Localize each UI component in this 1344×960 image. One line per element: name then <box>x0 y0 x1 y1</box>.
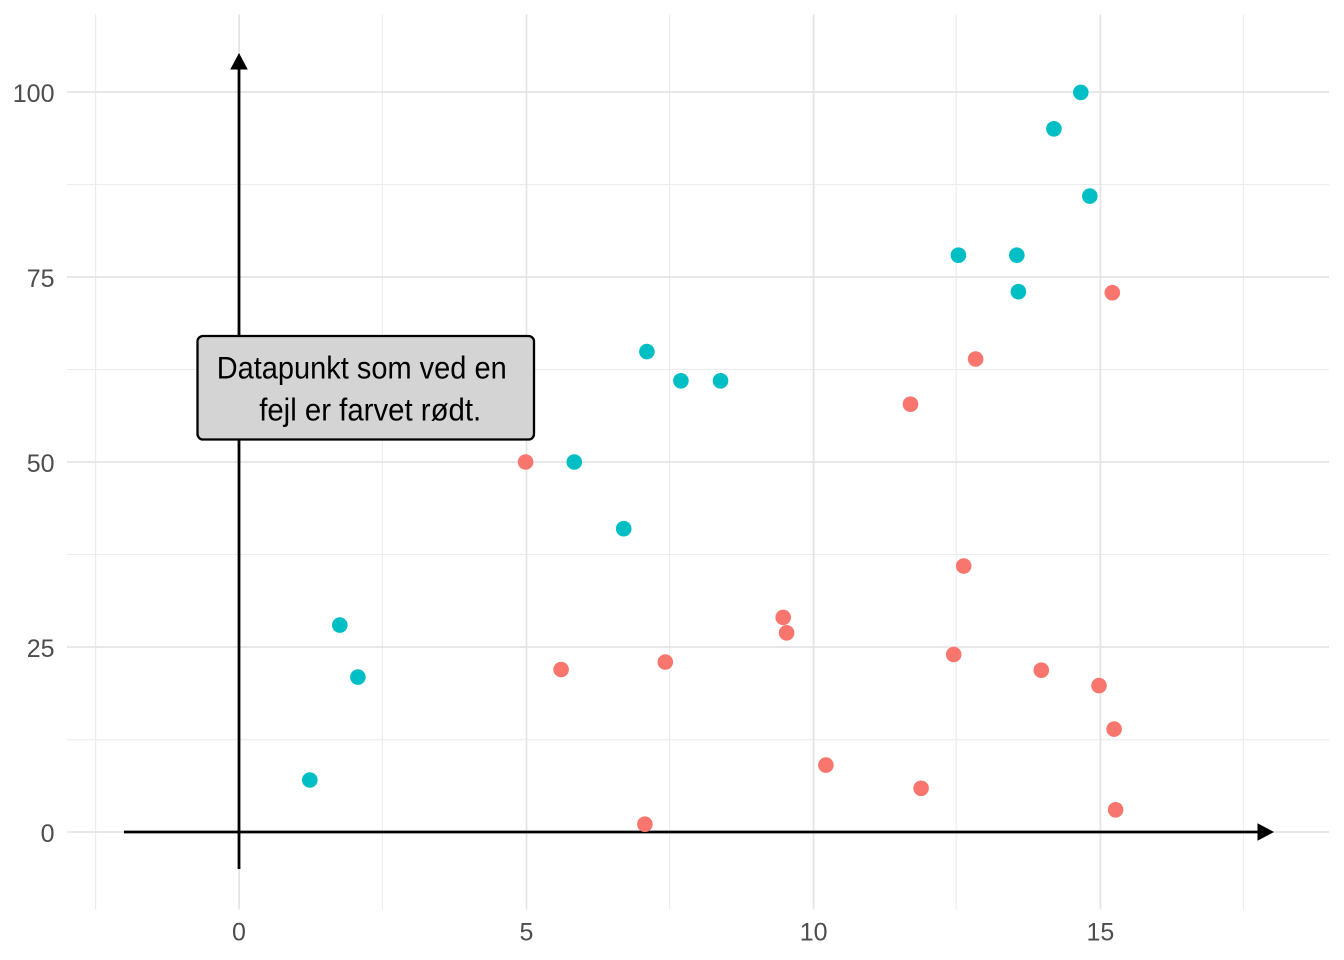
svg-text:15: 15 <box>1086 919 1114 947</box>
svg-text:5: 5 <box>520 919 534 947</box>
svg-text:25: 25 <box>27 635 55 663</box>
svg-text:0: 0 <box>41 820 55 848</box>
svg-text:100: 100 <box>13 80 55 108</box>
svg-text:0: 0 <box>232 919 246 947</box>
svg-text:10: 10 <box>800 919 828 947</box>
svg-text:75: 75 <box>27 265 55 293</box>
svg-text:50: 50 <box>27 450 55 478</box>
svg-text:fejl er farvet rødt.: fejl er farvet rødt. <box>259 391 481 427</box>
svg-text:Datapunkt som ved en: Datapunkt som ved en <box>217 349 507 385</box>
